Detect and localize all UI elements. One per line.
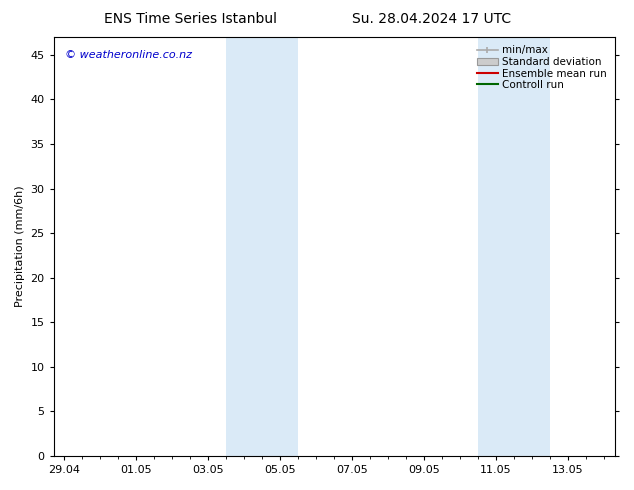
- Y-axis label: Precipitation (mm/6h): Precipitation (mm/6h): [15, 186, 25, 307]
- Legend: min/max, Standard deviation, Ensemble mean run, Controll run: min/max, Standard deviation, Ensemble me…: [474, 42, 610, 93]
- Text: ENS Time Series Istanbul: ENS Time Series Istanbul: [104, 12, 276, 26]
- Text: © weatheronline.co.nz: © weatheronline.co.nz: [65, 49, 192, 60]
- Bar: [226, 37, 299, 456]
- Text: Su. 28.04.2024 17 UTC: Su. 28.04.2024 17 UTC: [352, 12, 510, 26]
- Bar: [478, 37, 550, 456]
